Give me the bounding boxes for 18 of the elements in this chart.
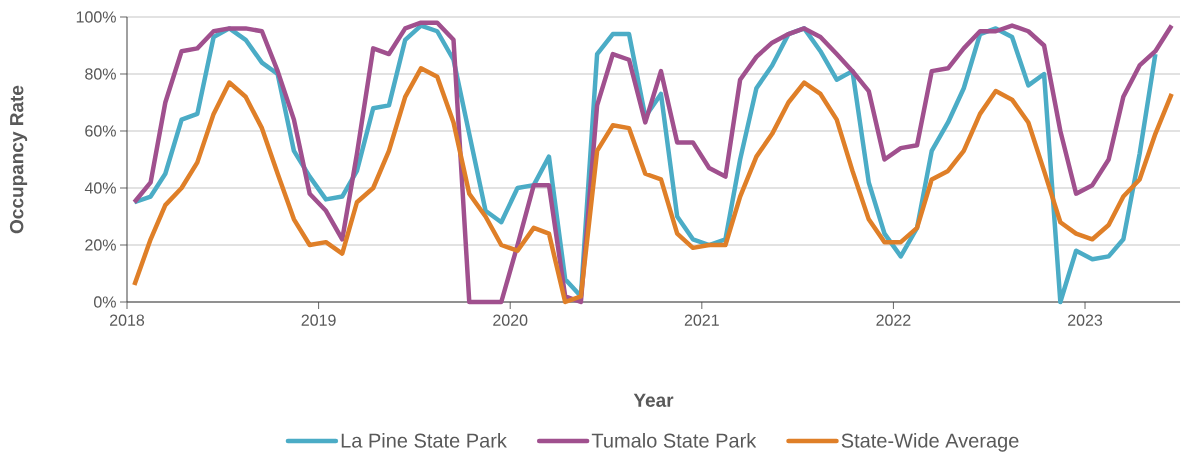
y-tick-label: 40% — [84, 182, 116, 194]
x-axis-title: Year — [633, 393, 674, 407]
legend-label: Tumalo State Park — [591, 433, 757, 448]
y-tick-label: 20% — [85, 239, 116, 251]
x-tick-label: 2020 — [493, 314, 528, 326]
x-tick-label: 2023 — [1068, 314, 1103, 326]
x-tick-label: 2019 — [301, 314, 336, 326]
line-series — [132, 66, 1174, 305]
y-tick-label: 100% — [76, 11, 116, 23]
x-tick-label: 2022 — [876, 314, 911, 326]
legend-label: La Pine State Park — [341, 433, 507, 448]
y-tick-label: 60% — [85, 125, 116, 137]
x-tick-label: 2021 — [684, 314, 719, 326]
y-tick-label: 80% — [85, 68, 116, 80]
x-tick-label: 2018 — [110, 314, 145, 326]
legend-label: State-Wide Average — [841, 433, 1019, 452]
y-axis-title: Occupancy Rate — [9, 85, 28, 234]
y-tick-label: 0% — [94, 296, 116, 308]
